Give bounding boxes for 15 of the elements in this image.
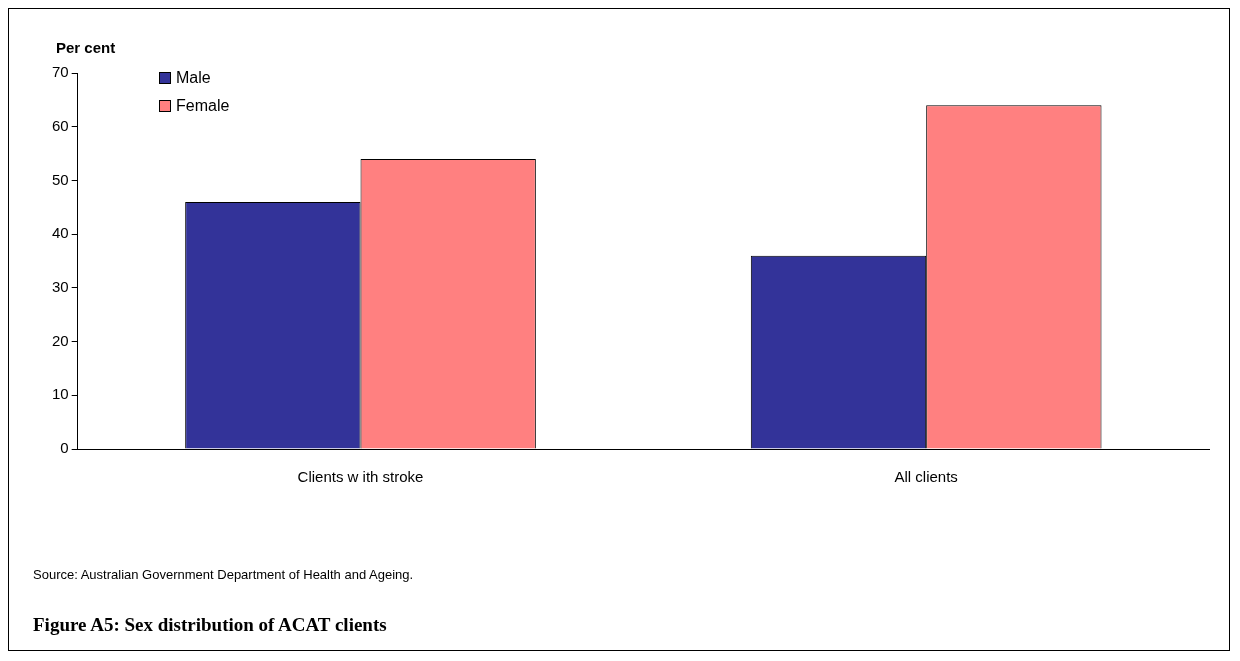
y-tick-label: 60 [52,116,69,134]
y-tick-label: 70 [52,63,69,81]
text: Figure A5: Sex distribution of ACAT clients [33,614,387,636]
y-axis-title: Per cent [56,39,116,56]
source-note: Source: Australian Government Department of Health and Ageing. [33,567,414,582]
y-tick-label: 20 [52,331,69,349]
y-tick-label: 40 [52,224,69,242]
y-tick-label: 10 [52,385,69,403]
legend-label: Female [176,97,230,115]
x-tick-label: All clients [894,468,958,486]
y-tick-label: 0 [60,439,69,457]
y-tick-label: 50 [52,170,69,188]
x-tick-label: Clients w ith stroke [297,468,424,486]
y-tick-label: 30 [52,278,69,295]
legend-label: Male [176,69,211,87]
